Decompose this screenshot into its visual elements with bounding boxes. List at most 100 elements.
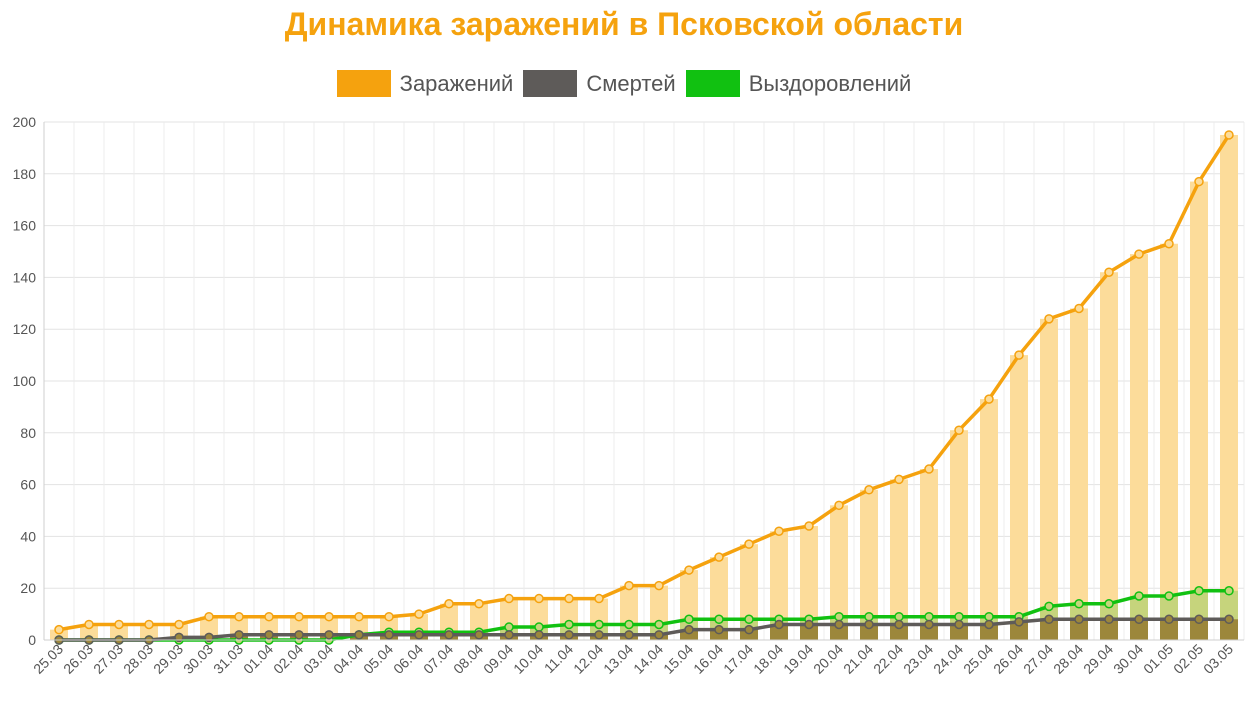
point-infections — [174, 619, 184, 630]
bar-deaths — [1070, 619, 1088, 640]
point-recoveries — [1044, 601, 1054, 612]
legend-swatch-deaths — [523, 70, 578, 97]
point-recoveries — [534, 622, 544, 632]
point-deaths — [174, 632, 184, 643]
point-recoveries — [714, 614, 724, 625]
y-tick-label: 200 — [13, 114, 37, 130]
bar-deaths — [1190, 619, 1208, 640]
legend-item-infections[interactable]: Заражений — [336, 70, 514, 97]
legend-item-recoveries[interactable]: Выздоровлений — [685, 70, 911, 97]
bar-deaths — [830, 624, 848, 640]
point-deaths — [984, 619, 994, 630]
point-deaths — [534, 630, 544, 640]
x-tick-label: 25.04 — [960, 641, 996, 677]
point-infections — [924, 464, 934, 474]
bar-infections — [1040, 318, 1058, 640]
bar-infections — [1070, 308, 1088, 640]
y-tick-label: 160 — [13, 218, 37, 234]
point-infections — [114, 619, 124, 630]
point-deaths — [504, 630, 514, 640]
legend-label-infections: Заражений — [399, 70, 514, 96]
legend-item-deaths[interactable]: Смертей — [523, 70, 676, 97]
line-deaths — [59, 617, 1229, 642]
grid-layer — [43, 121, 1245, 641]
y-tick-label: 180 — [13, 166, 37, 182]
bar-deaths — [980, 624, 998, 640]
point-infections — [774, 526, 784, 536]
bar-deaths — [680, 629, 698, 640]
x-tick-label: 18.04 — [750, 641, 786, 677]
point-deaths — [1074, 614, 1084, 625]
x-tick-label: 31.03 — [210, 641, 246, 677]
bar-infections — [800, 526, 818, 640]
point-deaths — [474, 630, 484, 640]
bar-infections — [50, 629, 68, 640]
x-tick-label: 29.03 — [150, 641, 186, 677]
point-infections — [84, 619, 94, 630]
x-tick-label: 29.04 — [1080, 641, 1116, 677]
x-tick-label: 07.04 — [420, 641, 456, 677]
point-infections — [204, 611, 214, 622]
x-tick-label: 04.04 — [330, 641, 366, 677]
point-recoveries — [1134, 591, 1144, 601]
point-recoveries — [504, 622, 514, 632]
x-tick-label: 02.04 — [270, 641, 306, 677]
x-tick-label: 26.03 — [60, 641, 96, 677]
point-recoveries — [1104, 598, 1114, 609]
point-infections — [354, 611, 364, 622]
point-recoveries — [894, 611, 904, 622]
x-tick-label: 03.05 — [1200, 641, 1236, 677]
x-tick-label: 01.05 — [1140, 641, 1176, 677]
point-infections — [984, 394, 994, 404]
point-recoveries — [1224, 586, 1234, 596]
bar-infections — [770, 531, 788, 640]
point-deaths — [924, 619, 934, 630]
bar-deaths — [950, 624, 968, 640]
point-deaths — [714, 624, 724, 635]
point-deaths — [354, 630, 364, 640]
point-deaths — [414, 630, 424, 640]
point-infections — [384, 611, 394, 622]
point-recoveries — [984, 611, 994, 622]
bar-deaths — [770, 624, 788, 640]
x-tick-label: 28.04 — [1050, 641, 1086, 677]
point-recoveries — [564, 619, 574, 630]
point-infections — [744, 539, 754, 549]
x-tick-label: 28.03 — [120, 641, 156, 677]
x-tick-label: 02.05 — [1170, 641, 1206, 677]
point-deaths — [624, 630, 634, 640]
point-deaths — [1224, 614, 1234, 625]
bar-infections — [920, 469, 938, 640]
y-tick-label: 40 — [20, 528, 36, 544]
point-infections — [834, 500, 844, 511]
bar-deaths — [1160, 619, 1178, 640]
point-deaths — [954, 619, 964, 630]
bar-infections — [110, 624, 128, 640]
bar-deaths — [860, 624, 878, 640]
point-recoveries — [864, 611, 874, 622]
point-infections — [1164, 238, 1174, 249]
bar-infections — [830, 505, 848, 640]
point-infections — [1194, 176, 1204, 187]
point-infections — [684, 565, 694, 575]
bar-infections — [1160, 243, 1178, 641]
bar-infections — [1220, 134, 1238, 640]
point-recoveries — [1194, 586, 1204, 596]
line-infections — [58, 133, 1231, 632]
point-deaths — [1044, 614, 1054, 625]
point-deaths — [894, 619, 904, 630]
x-tick-label: 14.04 — [630, 641, 666, 677]
point-deaths — [384, 630, 394, 640]
x-tick-label: 19.04 — [780, 641, 816, 677]
point-recoveries — [744, 614, 754, 625]
x-tick-label: 09.04 — [480, 641, 516, 677]
x-tick-label: 16.04 — [690, 641, 726, 677]
bar-deaths — [920, 624, 938, 640]
x-tick-label: 10.04 — [510, 641, 546, 677]
point-infections — [954, 425, 964, 435]
bar-infections — [1130, 254, 1148, 640]
x-tick-label: 17.04 — [720, 641, 756, 677]
point-deaths — [1014, 617, 1024, 627]
point-deaths — [804, 619, 814, 630]
